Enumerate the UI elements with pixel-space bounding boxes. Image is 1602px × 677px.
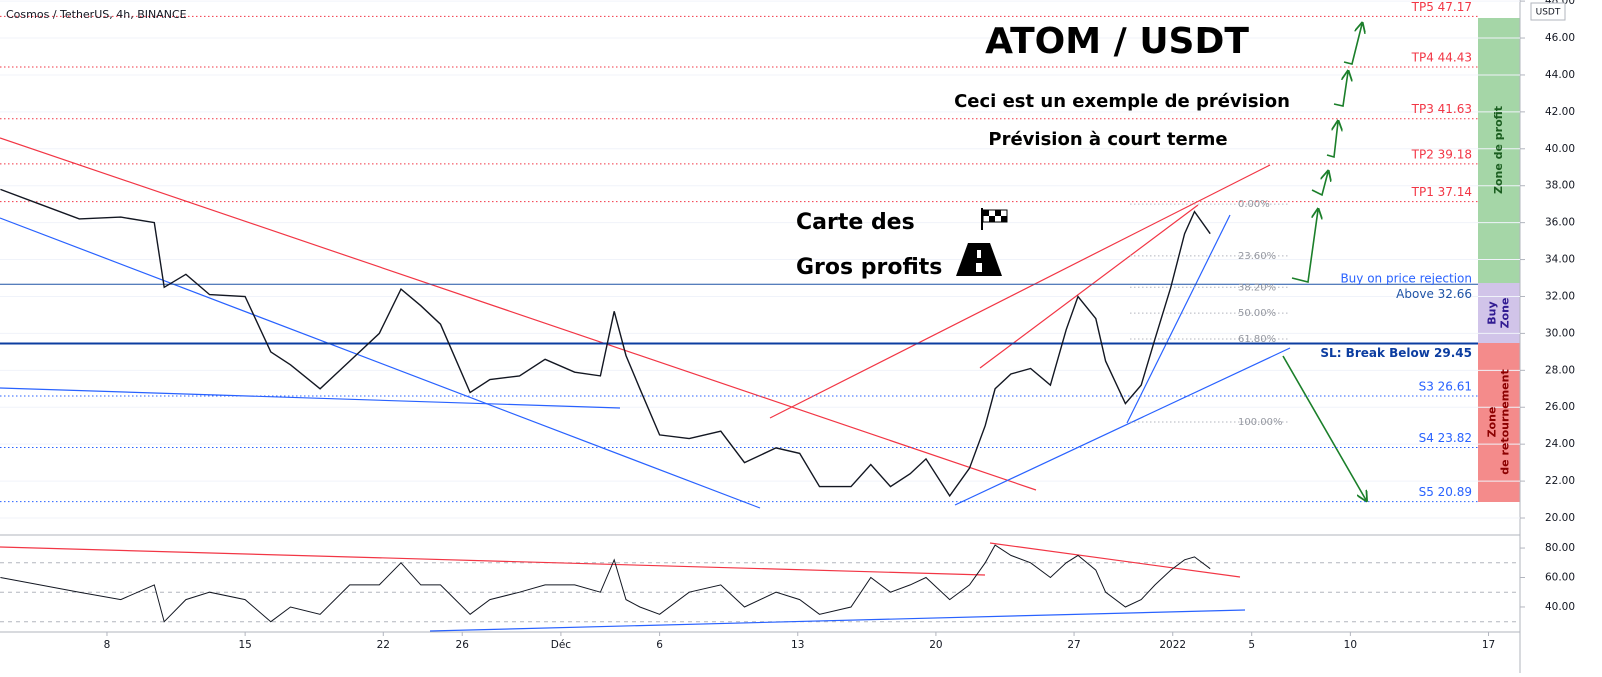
y-tick-label: 60.00 [1545, 572, 1575, 584]
rsi-trend-line [989, 542, 1241, 578]
annotation: Ceci est un exemple de prévision [954, 91, 1290, 112]
trend-line [769, 164, 1271, 419]
x-tick-label: 26 [456, 639, 470, 651]
fib-label: 100.00% [1238, 417, 1283, 428]
data-layer: 20.00 22.00 24.00 26.00 28.00 30.00 32.00 34.00… [0, 0, 1575, 651]
y-tick-label: 44.00 [1545, 69, 1575, 81]
flag-icon [981, 208, 1008, 230]
arrow [1343, 24, 1362, 65]
y-tick-label: 40.00 [1545, 601, 1575, 613]
rsi-trend-line [429, 609, 1246, 632]
zone-label: Buy [1486, 301, 1499, 324]
trend-line [979, 204, 1199, 369]
y-tick-label: 46.00 [1545, 32, 1575, 44]
trend-line [954, 347, 1291, 506]
arrow [1311, 172, 1328, 197]
level-label: TP2 39.18 [1411, 147, 1472, 161]
arrow [1326, 122, 1338, 159]
symbol-header: Cosmos / TetherUS, 4h, BINANCE [6, 8, 187, 21]
y-tick-label: 22.00 [1545, 475, 1575, 487]
fib-label: 50.00% [1238, 308, 1276, 319]
x-tick-label: 8 [104, 639, 111, 651]
title: ATOM / USDT [985, 21, 1249, 62]
level-label: TP4 44.43 [1411, 51, 1472, 65]
y-tick-label: 20.00 [1545, 512, 1575, 524]
y-tick-label: 34.00 [1545, 254, 1575, 266]
annotation: Buy on price rejection [1340, 272, 1472, 286]
arrow [1291, 210, 1318, 283]
y-tick-label: 80.00 [1545, 542, 1575, 554]
road-icon [956, 243, 1002, 276]
trend-line [0, 137, 1037, 491]
y-tick-label: 28.00 [1545, 364, 1575, 376]
rsi-trend-line [0, 546, 986, 576]
y-tick-label: 26.00 [1545, 401, 1575, 413]
level-label: SL: Break Below 29.45 [1320, 346, 1472, 360]
level-label: TP3 41.63 [1411, 102, 1472, 116]
profit-zone [1478, 18, 1520, 283]
x-tick-label: 2022 [1159, 639, 1186, 651]
y-tick-label: 30.00 [1545, 327, 1575, 339]
grid [0, 0, 1525, 636]
x-tick-label: 6 [656, 639, 663, 651]
x-tick-label: 10 [1344, 639, 1357, 651]
y-tick-label: 36.00 [1545, 217, 1575, 229]
level-label: S5 20.89 [1419, 485, 1472, 499]
x-tick-label: 17 [1482, 639, 1495, 651]
level-label: TP1 37.14 [1411, 185, 1472, 199]
arrow [1333, 72, 1348, 107]
price-line [0, 544, 1211, 623]
zone-label: Zone [1486, 407, 1499, 438]
zones [1478, 18, 1520, 502]
fib-label: 0.00% [1238, 199, 1270, 210]
fib-label: 23.60% [1238, 251, 1276, 262]
x-tick-label: 27 [1067, 639, 1080, 651]
fib-label: 61.80% [1238, 334, 1276, 345]
zone-label: Zone [1499, 298, 1512, 329]
x-tick-label: 5 [1248, 639, 1255, 651]
y-tick-label: 40.00 [1545, 143, 1575, 155]
currency: USDT [1536, 8, 1561, 18]
annotation: Prévision à court terme [988, 129, 1227, 150]
x-tick-label: 13 [791, 639, 804, 651]
level-label: S4 23.82 [1419, 431, 1472, 445]
level-label: TP5 47.17 [1411, 0, 1472, 14]
trend-line [0, 387, 621, 409]
annotation: Carte des [796, 210, 915, 235]
arrow [1282, 355, 1366, 500]
annotation: Gros profits [796, 255, 942, 280]
trend-line [0, 217, 761, 509]
x-tick-label: 15 [238, 639, 251, 651]
zone-label: Zone de profit [1492, 106, 1505, 194]
trend-lines [0, 137, 1291, 632]
y-tick-label: 38.00 [1545, 180, 1575, 192]
price-line [0, 188, 1211, 498]
x-tick-label: 22 [377, 639, 390, 651]
y-tick-label: 42.00 [1545, 106, 1575, 118]
reversal-zone [1478, 343, 1520, 502]
y-tick-label: 32.00 [1545, 290, 1575, 302]
currency-box [1530, 2, 1566, 21]
x-tick-label: 20 [929, 639, 942, 651]
zone-label: de retournement [1499, 369, 1512, 474]
level-label: Above 32.66 [1396, 287, 1472, 301]
y-tick-label: 24.00 [1545, 438, 1575, 450]
trend-line [1126, 214, 1231, 424]
level-label: S3 26.61 [1419, 379, 1472, 393]
arrows [1282, 24, 1366, 500]
fib-label: 38.20% [1238, 282, 1276, 293]
x-tick-label: Déc [551, 639, 572, 651]
